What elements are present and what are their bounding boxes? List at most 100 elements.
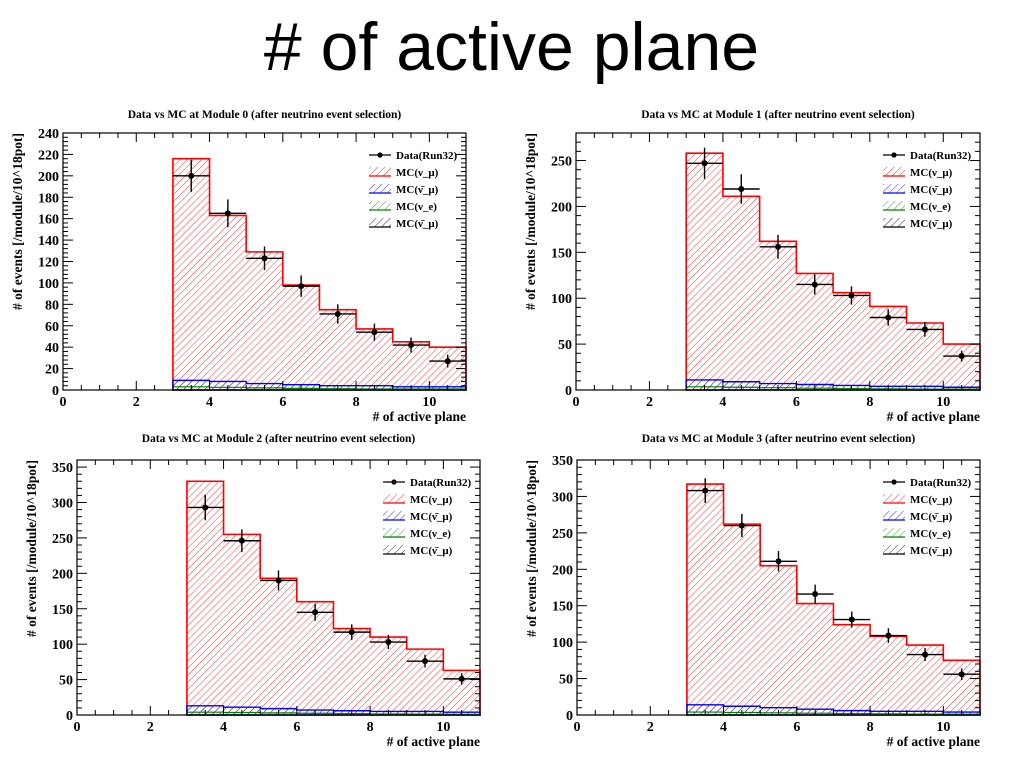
data-point [348, 629, 355, 636]
legend-label: MC(ν̄_μ) [910, 545, 953, 557]
y-tick-label: 100 [38, 277, 59, 292]
y-tick-label: 0 [566, 709, 573, 724]
y-tick-label: 350 [52, 461, 73, 476]
legend-label: Data(Run32) [910, 150, 971, 162]
legend-swatch [883, 167, 905, 176]
y-tick-label: 140 [38, 234, 59, 249]
legend-label: MC(ν̄_μ) [910, 218, 953, 230]
y-tick-label: 100 [52, 638, 73, 653]
y-tick-label: 50 [59, 674, 73, 689]
y-tick-label: 200 [52, 567, 73, 582]
chart-title: Data vs MC at Module 1 (after neutrino e… [641, 109, 915, 121]
data-point [701, 160, 708, 167]
data-point [298, 283, 305, 290]
y-tick-label: 150 [551, 246, 572, 261]
y-tick-label: 150 [52, 603, 73, 618]
legend-label: MC(ν_μ) [910, 494, 953, 506]
y-tick-label: 50 [559, 673, 573, 688]
legend-label: MC(ν̄_μ) [410, 511, 453, 523]
x-tick-label: 0 [574, 720, 581, 735]
y-tick-label: 50 [558, 338, 572, 353]
legend-swatch [383, 545, 405, 554]
legend-swatch [369, 184, 391, 193]
data-point [921, 326, 928, 333]
data-point [224, 210, 231, 217]
data-point [885, 314, 892, 321]
legend-label: MC(ν_μ) [410, 494, 453, 506]
legend-swatch [369, 218, 391, 227]
data-point [202, 504, 209, 511]
data-point [848, 616, 855, 623]
legend-swatch [383, 494, 405, 503]
x-tick-label: 6 [293, 720, 300, 735]
y-tick-label: 350 [552, 454, 573, 469]
x-tick-label: 6 [793, 720, 800, 735]
legend-label: MC(ν̄_μ) [396, 184, 439, 196]
data-point [812, 591, 819, 598]
x-tick-label: 10 [936, 395, 950, 410]
legend-label: MC(ν_e) [910, 528, 951, 540]
y-tick-label: 20 [45, 363, 59, 378]
y-tick-label: 40 [45, 341, 59, 356]
y-tick-label: 200 [551, 200, 572, 215]
x-tick-label: 4 [220, 720, 227, 735]
x-tick-label: 6 [279, 395, 286, 410]
data-point [188, 172, 195, 179]
legend-data-dot [891, 479, 897, 485]
data-point [775, 243, 781, 250]
y-tick-label: 300 [52, 497, 73, 512]
x-tick-label: 10 [436, 720, 450, 735]
x-tick-label: 10 [936, 720, 950, 735]
legend-label: MC(ν_e) [910, 201, 951, 213]
chart-title: Data vs MC at Module 0 (after neutrino e… [128, 109, 402, 121]
chart-title: Data vs MC at Module 3 (after neutrino e… [642, 433, 916, 445]
data-point [738, 522, 745, 529]
legend-label: MC(ν̄_μ) [910, 511, 953, 523]
x-tick-label: 8 [353, 395, 360, 410]
data-point [444, 358, 451, 365]
legend-label: MC(ν_μ) [910, 167, 953, 179]
data-point [261, 255, 268, 262]
x-axis-label: # of active plane [387, 734, 480, 749]
legend-swatch [883, 545, 905, 554]
legend-swatch [369, 167, 391, 176]
data-point [811, 281, 818, 288]
legend-label: MC(ν_μ) [396, 167, 439, 179]
x-tick-label: 4 [719, 395, 726, 410]
mc-numu-histogram [186, 480, 481, 716]
y-tick-label: 160 [38, 213, 59, 228]
data-point [958, 671, 965, 678]
legend-swatch [883, 201, 905, 210]
legend-label: MC(ν̄_μ) [410, 545, 453, 557]
mc-numu-histogram [685, 152, 981, 391]
y-axis-label: # of events [/module/10^18pot] [524, 460, 539, 637]
y-tick-label: 0 [52, 384, 59, 399]
legend-swatch [383, 511, 405, 520]
legend-label: MC(ν̄_μ) [396, 218, 439, 230]
x-tick-label: 2 [147, 720, 154, 735]
chart-panel-3: Data vs MC at Module 3 (after neutrino e… [524, 433, 981, 749]
y-tick-label: 80 [45, 298, 59, 313]
chart-panel-1: Data vs MC at Module 1 (after neutrino e… [523, 109, 981, 424]
legend-label: MC(ν̄_μ) [910, 184, 953, 196]
chart-title: Data vs MC at Module 2 (after neutrino e… [142, 433, 416, 445]
x-tick-label: 4 [720, 720, 727, 735]
data-point [702, 487, 709, 494]
x-tick-label: 8 [867, 720, 874, 735]
chart-panel-0: Data vs MC at Module 0 (after neutrino e… [10, 109, 467, 424]
data-point [958, 353, 965, 360]
y-tick-label: 0 [66, 709, 73, 724]
data-point [408, 342, 415, 349]
y-tick-label: 220 [38, 148, 59, 163]
y-tick-label: 120 [38, 256, 59, 271]
y-axis-label: # of events [/module/10^18pot] [24, 460, 39, 637]
legend-swatch [883, 184, 905, 193]
data-point [885, 632, 892, 639]
legend-data-dot [891, 152, 897, 158]
legend-label: Data(Run32) [396, 150, 457, 162]
legend-swatch [369, 201, 391, 210]
data-point [238, 537, 245, 544]
y-tick-label: 250 [551, 155, 572, 170]
x-tick-label: 4 [206, 395, 213, 410]
